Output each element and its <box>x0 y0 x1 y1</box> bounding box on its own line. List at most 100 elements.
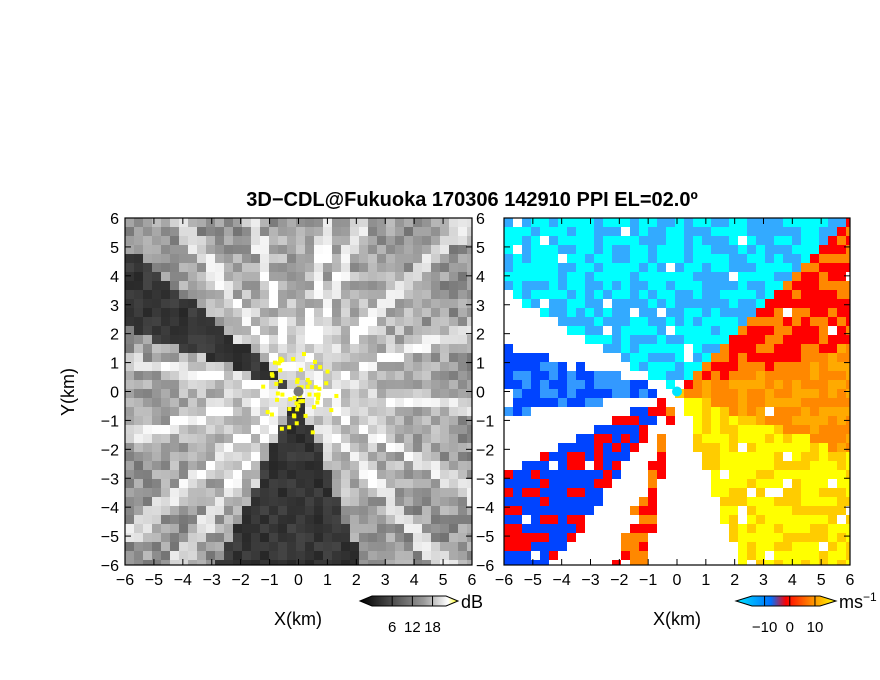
velocity-cell <box>837 326 846 335</box>
velocity-cell <box>837 533 846 542</box>
snr-cell <box>233 506 242 515</box>
snr-cell <box>269 263 278 272</box>
snr-clutter-pixel <box>291 413 296 418</box>
snr-cell <box>251 551 260 560</box>
snr-cell <box>197 533 206 542</box>
velocity-cell <box>549 551 558 560</box>
snr-cell <box>377 506 386 515</box>
snr-cell <box>458 236 467 245</box>
snr-cell <box>404 218 413 227</box>
velocity-cell <box>747 515 756 524</box>
velocity-cell <box>738 272 747 281</box>
snr-cell <box>224 443 233 452</box>
velocity-cell <box>756 416 765 425</box>
velocity-cell <box>693 308 702 317</box>
velocity-cell <box>567 272 576 281</box>
velocity-cell <box>801 245 810 254</box>
velocity-cell <box>747 389 756 398</box>
snr-cell <box>422 326 431 335</box>
velocity-cell <box>504 407 513 416</box>
right-axis-ticks: −6 −5 −4 −3 −2 −1 0 1 2 3 4 5 6 <box>495 217 855 589</box>
velocity-cell <box>702 299 711 308</box>
snr-cell <box>377 407 386 416</box>
snr-cell <box>161 290 170 299</box>
velocity-cell <box>819 560 828 565</box>
snr-cell <box>404 308 413 317</box>
snr-cell <box>224 281 233 290</box>
velocity-cell <box>747 281 756 290</box>
y-tick-label-right: −3 <box>476 471 494 488</box>
velocity-cell <box>765 434 774 443</box>
velocity-cell <box>675 245 684 254</box>
velocity-cell <box>810 317 819 326</box>
snr-clutter-pixel <box>278 359 283 364</box>
snr-cell <box>341 263 350 272</box>
snr-cell <box>314 470 323 479</box>
snr-cell <box>341 344 350 353</box>
snr-cell <box>125 344 134 353</box>
velocity-cell <box>558 488 567 497</box>
snr-cell <box>143 317 152 326</box>
velocity-cell <box>657 272 666 281</box>
snr-cell <box>269 227 278 236</box>
snr-cell <box>467 380 472 389</box>
snr-cell <box>377 434 386 443</box>
velocity-cell <box>774 326 783 335</box>
snr-cell <box>413 389 422 398</box>
snr-cell <box>341 470 350 479</box>
snr-cell <box>350 245 359 254</box>
velocity-cell <box>558 290 567 299</box>
snr-cell <box>332 488 341 497</box>
velocity-cell <box>549 236 558 245</box>
velocity-cell <box>684 290 693 299</box>
velocity-cell <box>522 524 531 533</box>
velocity-cell <box>765 326 774 335</box>
snr-cell <box>404 551 413 560</box>
velocity-cell <box>594 380 603 389</box>
velocity-cell <box>810 497 819 506</box>
snr-clutter-pixel <box>269 412 274 417</box>
snr-cell <box>386 524 395 533</box>
velocity-cell <box>531 497 540 506</box>
snr-clutter-pixel <box>278 368 283 373</box>
snr-cell <box>296 218 305 227</box>
snr-cell <box>314 479 323 488</box>
snr-clutter-pixel <box>316 392 321 397</box>
velocity-cell <box>828 245 837 254</box>
velocity-cell <box>639 515 648 524</box>
velocity-cell <box>792 533 801 542</box>
velocity-cell <box>810 254 819 263</box>
snr-cell <box>269 533 278 542</box>
y-axis-label: Y(km) <box>58 368 78 416</box>
snr-cell <box>422 488 431 497</box>
snr-clutter-pixel <box>274 381 279 386</box>
snr-cell <box>260 533 269 542</box>
snr-cell <box>467 551 472 560</box>
velocity-cell <box>774 479 783 488</box>
snr-cell <box>170 335 179 344</box>
snr-cell <box>251 425 260 434</box>
snr-cell <box>422 308 431 317</box>
velocity-cell <box>657 362 666 371</box>
velocity-cell <box>846 443 850 452</box>
snr-cell <box>332 398 341 407</box>
snr-cell <box>242 506 251 515</box>
velocity-cell <box>585 470 594 479</box>
velocity-cell <box>801 218 810 227</box>
velocity-cell <box>783 416 792 425</box>
snr-cell <box>143 470 152 479</box>
velocity-cell <box>756 506 765 515</box>
snr-cell <box>242 326 251 335</box>
velocity-cell <box>774 218 783 227</box>
snr-cell <box>413 326 422 335</box>
snr-cell <box>413 272 422 281</box>
snr-cell <box>215 308 224 317</box>
snr-cell <box>341 308 350 317</box>
velocity-cell <box>720 443 729 452</box>
snr-cell <box>224 308 233 317</box>
snr-cell <box>215 542 224 551</box>
snr-cell <box>314 551 323 560</box>
velocity-cell <box>576 515 585 524</box>
snr-clutter-pixel <box>298 399 303 404</box>
snr-cell <box>125 497 134 506</box>
